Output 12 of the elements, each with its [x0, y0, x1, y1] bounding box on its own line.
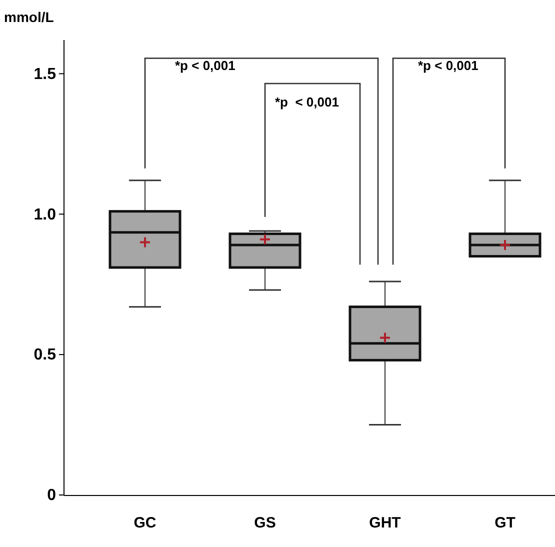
x-tick-label: GS [254, 514, 276, 532]
y-tick-label: 0.5 [34, 346, 56, 364]
x-tick-label: GC [134, 514, 156, 532]
y-axis-title: mmol/L [4, 9, 54, 25]
y-tick-label: 0 [47, 487, 56, 504]
y-tick-label: 1.0 [34, 206, 56, 224]
annotation: *p < 0,001 [275, 94, 339, 110]
annotation: *p < 0,001 [418, 58, 478, 74]
x-tick-label: GHT [369, 514, 401, 532]
y-tick-label: 1.5 [34, 66, 56, 83]
annotation: *p < 0,001 [175, 58, 236, 74]
x-tick-label: GT [494, 514, 516, 532]
